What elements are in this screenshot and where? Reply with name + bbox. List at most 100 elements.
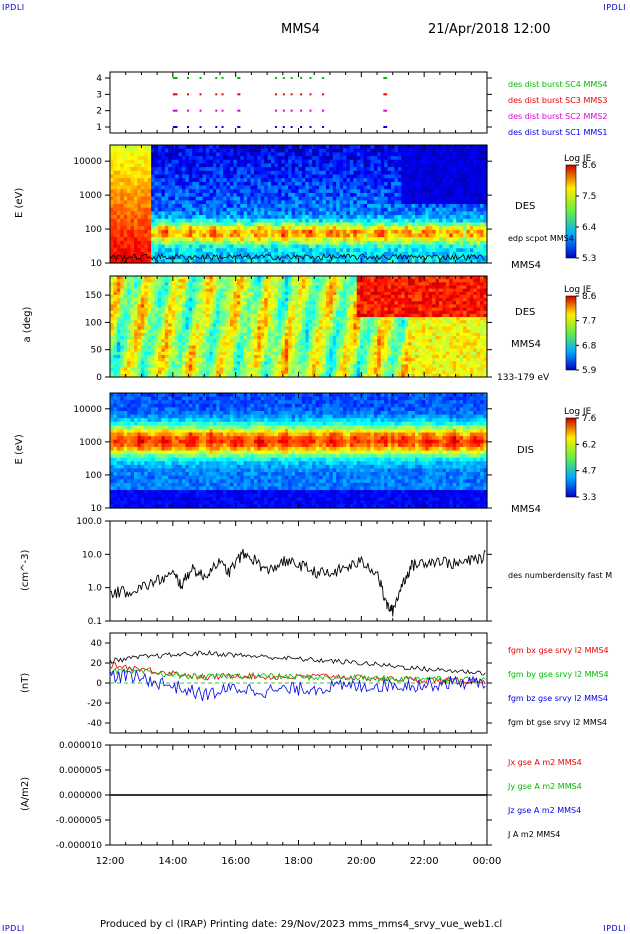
des-energy-cell <box>233 170 238 176</box>
des-pitch-cell <box>185 301 190 306</box>
des-energy-cell <box>483 178 488 183</box>
des-energy-cell <box>195 204 200 209</box>
des-energy-cell <box>181 251 186 257</box>
des-pitch-cell <box>123 310 128 315</box>
des-energy-cell <box>216 159 221 165</box>
des-energy-cell <box>144 207 149 212</box>
des-pitch-cell <box>219 351 224 356</box>
des-energy-cell <box>144 192 149 198</box>
des-energy-cell <box>151 233 156 238</box>
des-energy-cell <box>120 229 125 235</box>
des-energy-cell <box>408 152 413 157</box>
des-pitch-cell <box>223 367 228 372</box>
des-energy-cell <box>384 259 389 264</box>
des-pitch-cell <box>127 294 132 299</box>
des-energy-cell <box>171 229 176 235</box>
des-pitch-cell <box>216 317 221 321</box>
des-energy-cell <box>353 207 358 212</box>
des-energy-cell <box>178 189 183 194</box>
des-pitch-cell <box>140 345 145 350</box>
des-pitch-cell <box>161 339 166 343</box>
des-pitch-cell <box>185 339 190 343</box>
des-pitch-cell <box>154 301 159 306</box>
des-pitch-cell <box>175 288 180 293</box>
des-energy-cell <box>113 215 118 220</box>
des-energy-cell <box>144 148 149 153</box>
des-pitch-cell <box>113 298 118 302</box>
des-energy-cell <box>387 226 392 231</box>
des-energy-cell <box>247 145 252 150</box>
des-energy-cell <box>164 204 169 209</box>
des-pitch-cell <box>188 361 193 365</box>
des-energy-cell <box>216 152 221 157</box>
des-energy-cell <box>459 178 464 183</box>
des-energy-colorbar-tick-label: 8.6 <box>582 161 597 171</box>
des-energy-cell <box>466 170 471 176</box>
des-energy-cell <box>175 240 180 246</box>
des-energy-cell <box>336 196 341 201</box>
des-energy-cell <box>226 229 231 235</box>
des-pitch-cell <box>175 298 180 302</box>
des-pitch-cell <box>147 335 152 340</box>
des-pitch-cell <box>133 348 139 353</box>
des-energy-cell <box>257 178 262 183</box>
des-energy-cell <box>449 259 454 264</box>
des-pitch-cell <box>137 301 142 306</box>
des-energy-cell <box>449 251 454 257</box>
des-pitch-cell <box>154 373 159 378</box>
des-pitch-cell <box>171 291 176 296</box>
des-energy-cell <box>312 152 317 157</box>
des-energy-cell <box>178 159 183 165</box>
des-energy-cell <box>401 163 406 168</box>
des-pitch-cell <box>212 310 217 315</box>
des-energy-cell <box>264 218 269 224</box>
des-pitch-cell <box>154 313 159 318</box>
des-energy-cell <box>336 204 341 209</box>
des-energy-cell <box>469 174 474 179</box>
des-energy-cell <box>411 200 416 205</box>
des-pitch-cell <box>127 276 132 280</box>
des-energy-cell <box>260 255 265 260</box>
des-energy-cell <box>425 229 430 235</box>
des-energy-cell <box>253 200 258 205</box>
des-energy-cell <box>401 200 406 205</box>
des-energy-cell <box>260 244 265 249</box>
des-energy-cell <box>298 218 303 224</box>
des-pitch-cell <box>243 351 248 356</box>
des-energy-cell <box>110 237 115 242</box>
des-energy-cell <box>415 189 420 194</box>
des-energy-cell <box>223 189 228 194</box>
des-energy-cell <box>384 185 389 190</box>
des-energy-cell <box>459 189 464 194</box>
des-energy-cell <box>229 189 234 194</box>
des-energy-cell <box>181 192 186 198</box>
des-energy-cell <box>463 229 468 235</box>
des-pitch-cell <box>192 288 197 293</box>
des-pitch-cell <box>116 361 121 365</box>
des-energy-cell <box>360 244 365 249</box>
des-energy-cell <box>483 185 488 190</box>
des-energy-cell <box>442 218 447 224</box>
des-energy-cell <box>401 237 406 242</box>
des-energy-cell <box>360 218 365 224</box>
des-energy-cell <box>130 148 135 153</box>
des-energy-cell <box>466 222 471 227</box>
des-energy-cell <box>291 251 296 257</box>
des-energy-cell <box>219 229 224 235</box>
des-pitch-cell <box>240 298 245 302</box>
des-energy-cell <box>192 156 197 161</box>
des-pitch-cell <box>157 288 163 293</box>
des-energy-cell <box>415 259 420 264</box>
des-energy-cell <box>223 233 228 238</box>
des-pitch-cell <box>110 326 115 331</box>
des-energy-cell <box>367 229 372 235</box>
des-energy-cell <box>325 152 330 157</box>
des-pitch-cell <box>123 332 128 337</box>
des-energy-cell <box>339 159 344 165</box>
des-energy-cell <box>370 200 375 205</box>
des-energy-cell <box>185 178 190 183</box>
des-pitch-cell <box>199 304 204 309</box>
des-pitch-cell <box>219 367 224 372</box>
des-energy-cell <box>466 200 471 205</box>
des-energy-cell <box>387 170 392 176</box>
